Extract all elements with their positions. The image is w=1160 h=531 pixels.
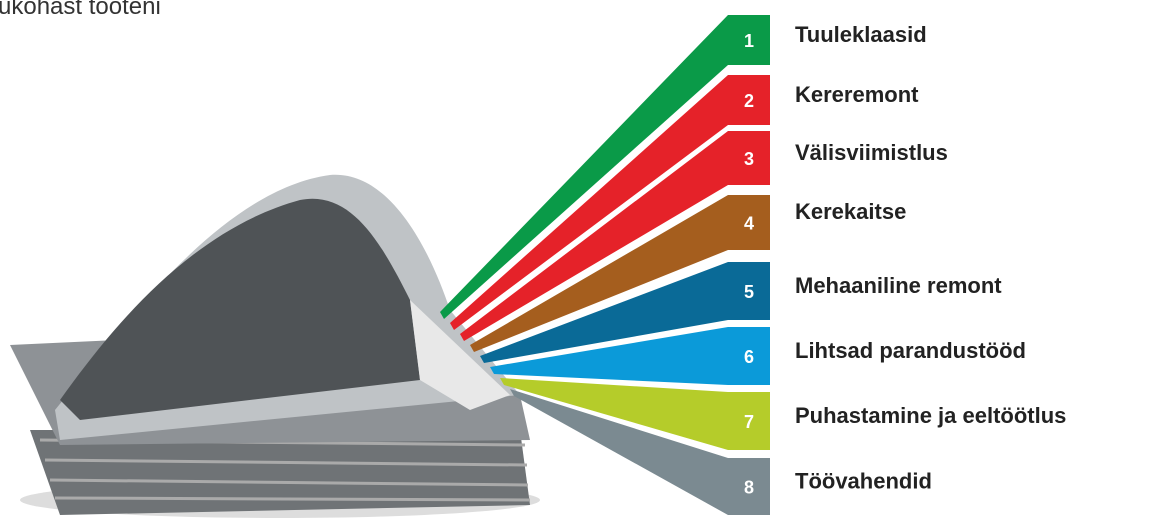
tab-label: Kereremont <box>795 82 919 107</box>
fan-wedge <box>470 195 728 352</box>
tab-number: 3 <box>744 149 754 169</box>
stack <box>30 430 530 515</box>
tab-number: 4 <box>744 213 754 233</box>
tab-label: Tuuleklaasid <box>795 22 927 47</box>
tab <box>728 195 770 250</box>
tab-number: 1 <box>744 31 754 51</box>
tab-label: Töövahendid <box>795 468 932 493</box>
title: ukohast tooteni <box>0 0 161 20</box>
fan-wedge <box>490 327 728 385</box>
fan <box>440 15 728 515</box>
tab-label: Kerekaitse <box>795 199 906 224</box>
tab-number: 7 <box>744 412 754 432</box>
cover-photo <box>60 198 420 420</box>
fan-wedge <box>440 15 728 319</box>
tab <box>728 392 770 450</box>
fan-wedge <box>510 389 728 515</box>
tab <box>728 15 770 65</box>
tab <box>728 75 770 125</box>
tab-label: Lihtsad parandustööd <box>795 338 1026 363</box>
tab <box>728 327 770 385</box>
tabs: 1 Tuuleklaasid 2 Kereremont 3 Välisviimistlus… <box>728 15 1066 515</box>
tab-label: Puhastamine ja eeltöötlus <box>795 403 1066 428</box>
tab-label: Mehaaniline remont <box>795 273 1002 298</box>
fan-wedge <box>460 131 728 341</box>
tab-number: 5 <box>744 282 754 302</box>
fan-wedge <box>450 75 728 330</box>
catalogue <box>10 174 540 518</box>
tab <box>728 458 770 515</box>
tab <box>728 262 770 320</box>
tab <box>728 131 770 185</box>
fan-wedge <box>480 262 728 363</box>
tab-label: Välisviimistlus <box>795 140 948 165</box>
tab-number: 2 <box>744 91 754 111</box>
fan-wedge <box>500 378 728 450</box>
tab-number: 6 <box>744 347 754 367</box>
tab-number: 8 <box>744 477 754 497</box>
page-right <box>410 300 510 410</box>
